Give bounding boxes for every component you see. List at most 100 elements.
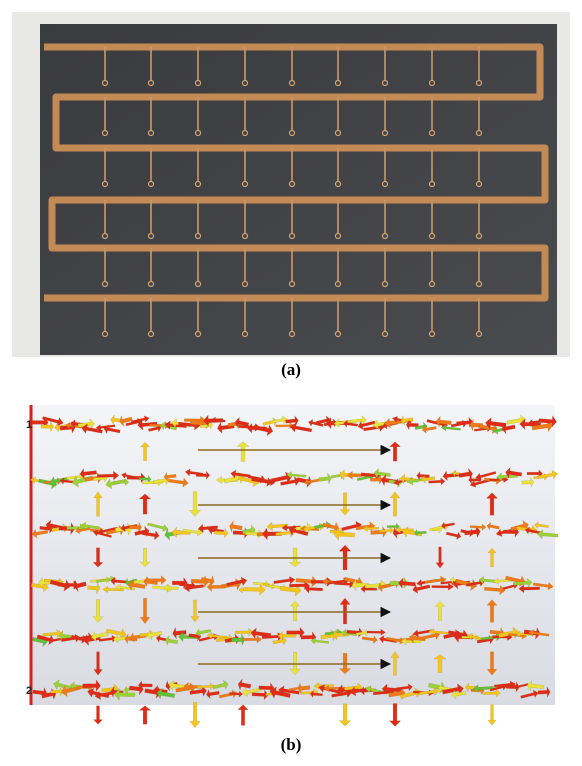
via (381, 232, 389, 240)
via (101, 330, 109, 338)
current-arrow (455, 578, 478, 591)
current-arrow (139, 442, 151, 461)
current-arrow (534, 521, 549, 529)
via (194, 79, 202, 87)
current-arrow (310, 637, 330, 645)
via (241, 330, 249, 338)
via (147, 280, 155, 288)
current-arrow (421, 474, 436, 484)
current-arrow (513, 577, 533, 588)
via (288, 129, 296, 137)
current-arrow (279, 583, 302, 597)
current-arrow (431, 582, 455, 591)
current-arrow (93, 705, 103, 725)
current-arrow (421, 630, 440, 641)
current-arrow (538, 415, 557, 428)
current-arrow (458, 467, 473, 481)
current-arrow (328, 577, 350, 586)
current-arrow (79, 467, 97, 480)
current-arrow (318, 472, 332, 485)
current-arrow (487, 547, 497, 567)
current-arrow (469, 523, 487, 531)
current-arrow (199, 420, 214, 430)
via (475, 280, 483, 288)
via (334, 232, 342, 240)
current-arrow (30, 581, 49, 593)
current-arrow (379, 526, 395, 534)
current-arrow (36, 634, 55, 646)
current-arrow (77, 418, 95, 430)
current-arrow (428, 477, 446, 486)
current-arrow (115, 583, 136, 591)
current-arrow (229, 520, 243, 533)
current-arrow (487, 704, 497, 726)
via (381, 129, 389, 137)
via (241, 232, 249, 240)
current-arrow (137, 419, 158, 431)
current-arrow (50, 686, 64, 697)
current-arrow (297, 682, 311, 695)
current-arrow (464, 525, 481, 539)
current-arrow (103, 424, 121, 434)
port-label: 1 (26, 419, 32, 431)
current-arrow (110, 576, 128, 586)
current-arrow (389, 491, 401, 517)
current-arrow (280, 476, 301, 487)
current-arrow (520, 689, 539, 699)
current-arrow (189, 702, 201, 729)
current-arrow (486, 599, 498, 623)
current-arrow (322, 522, 340, 533)
via (475, 232, 483, 240)
current-arrow (113, 478, 130, 486)
current-arrow (266, 521, 289, 532)
current-arrow (428, 628, 449, 636)
current-arrow (139, 548, 151, 567)
current-arrow (262, 417, 278, 427)
current-arrow (196, 682, 216, 690)
current-arrow (343, 419, 359, 428)
current-arrow (241, 687, 262, 697)
current-arrow (93, 491, 103, 517)
current-arrow (163, 471, 177, 482)
current-arrow (42, 416, 64, 427)
current-arrow (206, 688, 220, 700)
current-arrow (167, 477, 189, 488)
copper-traces (44, 43, 549, 338)
via (194, 129, 202, 137)
current-arrow (451, 689, 467, 700)
via (147, 232, 155, 240)
current-arrow (435, 546, 445, 569)
current-arrow (229, 690, 243, 698)
via (428, 79, 436, 87)
via (334, 330, 342, 338)
via (147, 129, 155, 137)
current-arrow (147, 522, 169, 532)
via (428, 232, 436, 240)
current-arrow (413, 528, 427, 537)
current-arrow (197, 523, 218, 534)
via (475, 129, 483, 137)
via (241, 180, 249, 188)
current-arrow (288, 524, 309, 537)
current-arrow (272, 636, 287, 646)
via (288, 180, 296, 188)
current-arrow (505, 466, 523, 479)
port-label: 2 (26, 685, 32, 697)
current-arrow (472, 684, 494, 694)
current-arrow (164, 635, 179, 647)
current-arrow (97, 526, 119, 536)
via (381, 280, 389, 288)
via (381, 330, 389, 338)
current-arrow (195, 628, 212, 638)
current-arrow (211, 416, 226, 424)
current-arrow (218, 689, 238, 699)
current-arrow (373, 468, 391, 479)
current-arrow (351, 578, 369, 592)
current-arrow (435, 415, 452, 428)
via (101, 79, 109, 87)
serpentine (44, 43, 549, 302)
current-arrow (277, 685, 300, 696)
current-arrow (59, 477, 76, 485)
current-arrow (366, 628, 386, 636)
